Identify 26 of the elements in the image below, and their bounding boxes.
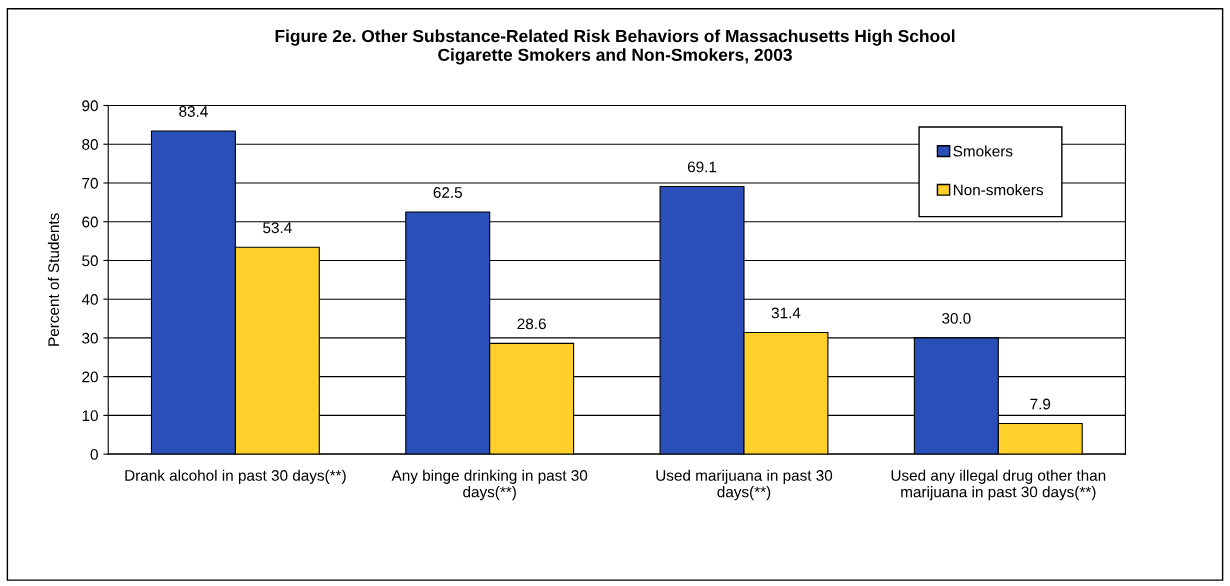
legend-label: Non-smokers — [953, 184, 1043, 196]
x-tick-label: Used marijuana in past 30 days(**) — [656, 469, 833, 501]
data-label: 53.4 — [263, 222, 292, 234]
y-tick-label: 20 — [82, 371, 98, 383]
legend-label: Smokers — [953, 145, 1013, 157]
y-tick-label: 30 — [82, 332, 98, 344]
x-tick-label: Used any illegal drug other than marijuana in past 30 days(**) — [891, 469, 1106, 501]
data-label: 28.6 — [517, 318, 546, 330]
data-label: 69.1 — [687, 161, 717, 173]
y-tick-label: 90 — [82, 100, 98, 112]
y-tick-label: 10 — [82, 410, 98, 422]
chart-title: Figure 2e. Other Substance-Related Risk Behaviors of Massachusetts High School Cigarette Smokers and Non-Smokers, 2003 — [275, 29, 955, 65]
y-tick-label: 40 — [81, 294, 98, 305]
y-tick-label: 70 — [82, 177, 98, 189]
y-tick-label: 0 — [90, 449, 98, 460]
y-tick-label: 80 — [82, 139, 98, 150]
data-label: 62.5 — [433, 187, 462, 198]
y-tick-label: 60 — [82, 216, 98, 228]
y-axis-title: Percent of Students — [47, 213, 60, 346]
x-tick-label: Drank alcohol in past 30 days(**) — [125, 469, 346, 484]
data-label: 7.9 — [1030, 398, 1051, 410]
data-label: 30.0 — [942, 312, 971, 324]
data-label: 83.4 — [179, 106, 208, 117]
data-label: 31.4 — [771, 307, 801, 319]
x-tick-label: Any binge drinking in past 30 days(**) — [391, 469, 588, 501]
y-tick-label: 50 — [82, 255, 98, 267]
